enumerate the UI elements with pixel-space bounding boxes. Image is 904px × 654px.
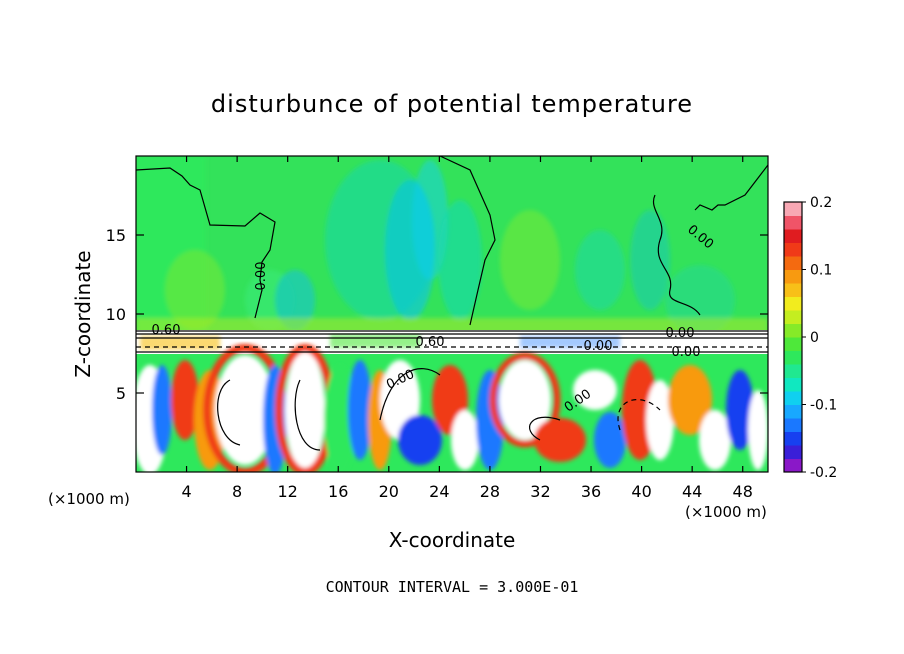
colorbar-swatch bbox=[784, 215, 802, 230]
field-image bbox=[136, 156, 768, 472]
x-axis: 4 8 12 16 20 24 28 32 36 40 44 48 bbox=[181, 156, 753, 501]
colorbar-swatch bbox=[784, 283, 802, 297]
colorbar-swatch bbox=[784, 445, 802, 459]
colorbar-swatch bbox=[784, 350, 802, 365]
y-tick-label: 10 bbox=[106, 305, 126, 324]
colorbar-swatch bbox=[784, 269, 802, 284]
y-tick-label: 5 bbox=[116, 384, 126, 403]
x-tick-label: 24 bbox=[429, 482, 449, 501]
colorbar-swatch bbox=[784, 202, 802, 216]
colorbar-tick-label: 0 bbox=[810, 330, 819, 346]
colorbar-swatch bbox=[784, 364, 802, 378]
colorbar-swatch bbox=[784, 310, 802, 324]
colorbar-swatch bbox=[784, 256, 802, 270]
x-tick-label: 20 bbox=[379, 482, 399, 501]
x-tick-label: 44 bbox=[682, 482, 702, 501]
contour-interval-note: CONTOUR INTERVAL = 3.000E-01 bbox=[326, 578, 579, 596]
contour-label: 0.00 bbox=[254, 262, 269, 291]
x-tick-label: 8 bbox=[232, 482, 242, 501]
chart-title: disturbunce of potential temperature bbox=[211, 90, 693, 118]
colorbar-swatch bbox=[784, 418, 802, 432]
x-tick-label: 32 bbox=[530, 482, 550, 501]
y-tick-label: 15 bbox=[106, 226, 126, 245]
colorbar-swatch bbox=[784, 391, 802, 405]
z-unit-label: (×1000 m) bbox=[685, 503, 767, 521]
x-tick-label: 40 bbox=[631, 482, 651, 501]
x-tick-label: 4 bbox=[181, 482, 191, 501]
contour-label: 0.60 bbox=[152, 323, 181, 338]
colorbar-swatch bbox=[784, 377, 802, 392]
colorbar-swatch bbox=[784, 431, 802, 446]
contour-label: 0.00 bbox=[666, 326, 695, 341]
colorbar-tick-label: -0.1 bbox=[810, 398, 837, 414]
colorbar-tick-label: 0.1 bbox=[810, 263, 832, 279]
x-tick-label: 16 bbox=[328, 482, 348, 501]
x-tick-label: 36 bbox=[581, 482, 601, 501]
colorbar: 0.2 0.1 0 -0.1 -0.2 bbox=[783, 195, 837, 481]
x-tick-label: 48 bbox=[733, 482, 753, 501]
colorbar-swatch bbox=[784, 229, 802, 243]
colorbar-swatch bbox=[784, 458, 802, 473]
colorbar-swatch bbox=[784, 296, 802, 311]
x-unit-label: (×1000 m) bbox=[48, 490, 130, 508]
colorbar-swatch bbox=[784, 242, 802, 257]
colorbar-swatch bbox=[784, 404, 802, 419]
contour-label: 0.00 bbox=[584, 339, 613, 354]
colorbar-swatch bbox=[784, 323, 802, 338]
contour-label: 0.00 bbox=[672, 345, 701, 360]
x-tick-label: 28 bbox=[480, 482, 500, 501]
contour-lines bbox=[136, 156, 768, 451]
y-axis-label: Z-coordinate bbox=[71, 250, 95, 377]
x-tick-label: 12 bbox=[278, 482, 298, 501]
colorbar-tick-label: 0.2 bbox=[810, 195, 832, 211]
colorbar-tick-label: -0.2 bbox=[810, 465, 837, 481]
y-axis: 5 10 15 bbox=[106, 226, 768, 403]
x-axis-label: X-coordinate bbox=[389, 528, 516, 552]
colorbar-swatch bbox=[784, 337, 802, 351]
contour-label: 0.60 bbox=[416, 335, 445, 350]
